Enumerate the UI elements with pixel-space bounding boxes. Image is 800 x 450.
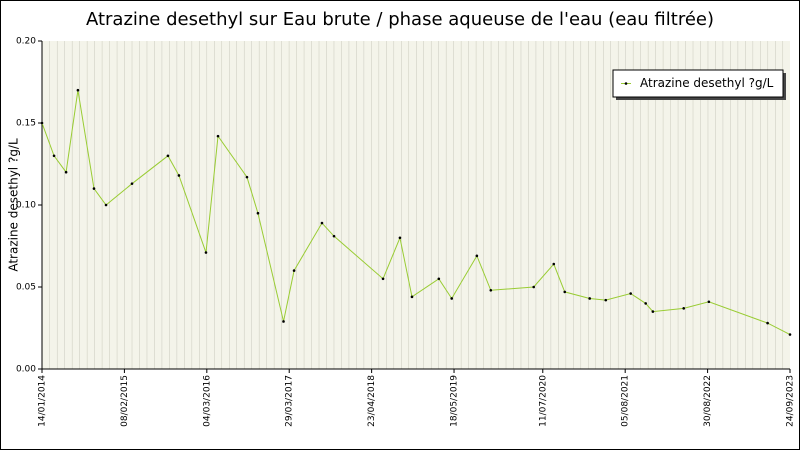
x-tick-label: 18/05/2019 bbox=[450, 375, 460, 427]
data-point bbox=[130, 182, 134, 185]
data-point bbox=[177, 174, 181, 177]
data-point bbox=[292, 269, 296, 272]
y-tick-label: 0.10 bbox=[16, 201, 36, 211]
data-point bbox=[532, 285, 535, 289]
x-tick-label: 29/03/2017 bbox=[285, 375, 295, 427]
y-tick-label: 0.20 bbox=[16, 37, 36, 47]
data-point bbox=[381, 277, 385, 281]
data-point bbox=[682, 307, 686, 310]
data-point bbox=[644, 302, 647, 305]
data-point bbox=[489, 288, 493, 292]
data-point bbox=[437, 277, 441, 281]
data-point bbox=[604, 298, 608, 302]
data-point bbox=[320, 221, 324, 225]
data-point bbox=[216, 134, 220, 138]
data-point bbox=[651, 310, 655, 313]
data-point bbox=[92, 187, 96, 190]
y-axis-label: Atrazine desethyl ?g/L bbox=[7, 138, 21, 272]
x-tick-label: 11/07/2020 bbox=[538, 375, 548, 427]
x-tick-label: 30/08/2022 bbox=[703, 375, 713, 427]
data-point bbox=[64, 170, 68, 174]
data-point bbox=[204, 251, 208, 254]
legend-label: Atrazine desethyl ?g/L bbox=[640, 76, 774, 90]
y-tick-label: 0.00 bbox=[16, 365, 36, 375]
data-point bbox=[104, 203, 108, 207]
data-point bbox=[766, 321, 769, 325]
y-tick-label: 0.15 bbox=[16, 119, 36, 129]
data-point bbox=[398, 236, 402, 240]
data-point bbox=[552, 262, 556, 266]
data-point bbox=[282, 320, 285, 323]
data-point bbox=[332, 234, 336, 238]
data-point bbox=[450, 297, 454, 300]
data-point bbox=[256, 211, 260, 215]
data-point bbox=[76, 88, 80, 92]
data-point bbox=[410, 295, 414, 299]
y-tick-label: 0.05 bbox=[16, 283, 36, 293]
data-point bbox=[166, 154, 170, 158]
legend-marker bbox=[624, 82, 628, 85]
x-tick-label: 08/02/2015 bbox=[120, 375, 130, 427]
x-tick-label: 24/09/2023 bbox=[786, 375, 796, 427]
data-point bbox=[629, 292, 632, 295]
data-point bbox=[40, 121, 44, 125]
series-line bbox=[41, 90, 791, 336]
data-point bbox=[588, 297, 591, 300]
data-point bbox=[475, 254, 479, 258]
data-point bbox=[52, 154, 56, 158]
x-tick-label: 05/08/2021 bbox=[621, 375, 631, 427]
data-point bbox=[563, 290, 567, 294]
data-point bbox=[788, 333, 792, 336]
data-point bbox=[707, 300, 711, 304]
x-tick-label: 04/03/2016 bbox=[202, 375, 212, 427]
x-tick-label: 23/04/2018 bbox=[367, 375, 377, 427]
data-point bbox=[245, 175, 249, 179]
chart-title: Atrazine desethyl sur Eau brute / phase … bbox=[86, 9, 714, 30]
legend-box bbox=[612, 69, 784, 98]
x-tick-label: 14/01/2014 bbox=[38, 375, 48, 427]
